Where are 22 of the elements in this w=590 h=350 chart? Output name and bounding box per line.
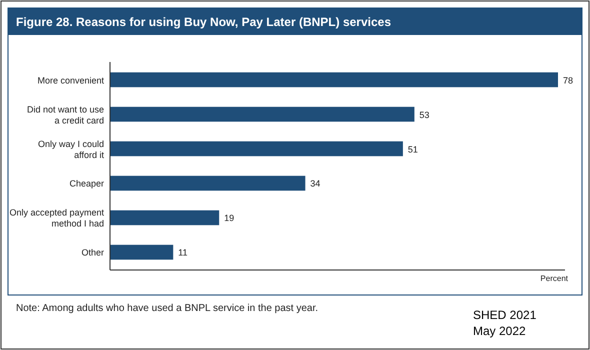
y-tick-label: Only accepted payment method I had bbox=[9, 208, 104, 229]
x-axis-title: Percent bbox=[540, 274, 569, 283]
y-tick-label: Only way I could afford it bbox=[38, 138, 104, 160]
chart-title: Figure 28. Reasons for using Buy Now, Pay Later (BNPL) services bbox=[16, 15, 392, 29]
bar bbox=[110, 72, 558, 88]
bar bbox=[110, 210, 220, 226]
text: Note: Among adults who have used a BNPL service in the past year. bbox=[16, 303, 318, 314]
text: SHED 2021 May 2022 bbox=[473, 308, 537, 338]
bar bbox=[110, 141, 403, 156]
data-label: 19 bbox=[224, 213, 234, 224]
y-tick-label: Cheaper bbox=[69, 178, 104, 189]
data-label: 11 bbox=[178, 248, 188, 258]
data-label: 78 bbox=[563, 75, 574, 86]
data-label: 51 bbox=[408, 144, 418, 154]
y-tick-label: Other bbox=[81, 248, 104, 258]
data-label: 34 bbox=[310, 178, 320, 189]
y-tick-label: More convenient bbox=[37, 75, 104, 86]
bar bbox=[110, 106, 414, 122]
bar bbox=[110, 176, 306, 191]
bar bbox=[110, 244, 174, 260]
data-label: 53 bbox=[419, 110, 430, 120]
y-tick-label: Did not want to use a credit card bbox=[26, 104, 104, 126]
